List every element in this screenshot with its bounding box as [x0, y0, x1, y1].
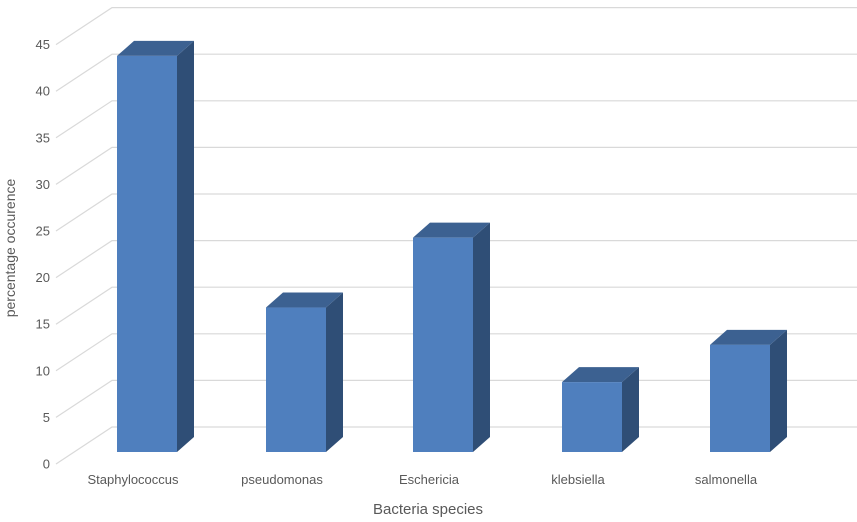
y-tick-label: 20	[36, 270, 50, 285]
gridline	[55, 286, 857, 325]
bar-side-face	[177, 40, 194, 453]
gridline	[55, 146, 857, 185]
bar-top-face	[710, 329, 787, 345]
bar-side-face	[326, 292, 343, 452]
bar-top-face	[117, 40, 194, 56]
x-axis-category-labels: Staphylococcus pseudomonas Eschericia klebs…	[87, 472, 757, 487]
y-axis-tick-labels: 0 5 10 15 20 25 30 35 40 45	[36, 37, 50, 471]
y-tick-label: 10	[36, 363, 50, 378]
bar-front-face	[562, 382, 622, 452]
bar-front-face	[413, 237, 473, 452]
x-category-label: Staphylococcus	[87, 472, 179, 487]
gridline	[55, 53, 857, 92]
bar-side-face	[622, 367, 639, 452]
y-tick-label: 45	[36, 37, 50, 52]
bar-top-face	[413, 222, 490, 238]
y-tick-label: 40	[36, 84, 50, 99]
bar-klebsiella	[562, 367, 639, 452]
bar-front-face	[117, 55, 177, 453]
bar-side-face	[770, 329, 787, 452]
bar-eschericia	[413, 222, 490, 452]
x-category-label: Eschericia	[399, 472, 460, 487]
gridlines	[55, 7, 857, 465]
y-tick-label: 5	[43, 410, 50, 425]
bar-top-face	[266, 292, 343, 308]
y-tick-label: 30	[36, 177, 50, 192]
gridline	[55, 7, 857, 46]
x-category-label: salmonella	[695, 472, 758, 487]
x-category-label: pseudomonas	[241, 472, 323, 487]
bar-front-face	[710, 344, 770, 452]
y-tick-label: 25	[36, 224, 50, 239]
x-category-label: klebsiella	[551, 472, 605, 487]
gridline	[55, 240, 857, 279]
bars	[117, 40, 787, 453]
gridline	[55, 193, 857, 232]
bar-staphylococcus	[117, 40, 194, 453]
bar-side-face	[473, 222, 490, 452]
bar-pseudomonas	[266, 292, 343, 452]
y-axis-title: percentage occurence	[2, 179, 18, 318]
y-tick-label: 0	[43, 457, 50, 472]
gridline	[55, 333, 857, 372]
y-tick-label: 15	[36, 317, 50, 332]
y-tick-label: 35	[36, 130, 50, 145]
bar-top-face	[562, 367, 639, 383]
bar-salmonella	[710, 329, 787, 452]
x-axis-title: Bacteria species	[373, 501, 483, 518]
gridline	[55, 100, 857, 139]
bar-front-face	[266, 307, 326, 452]
